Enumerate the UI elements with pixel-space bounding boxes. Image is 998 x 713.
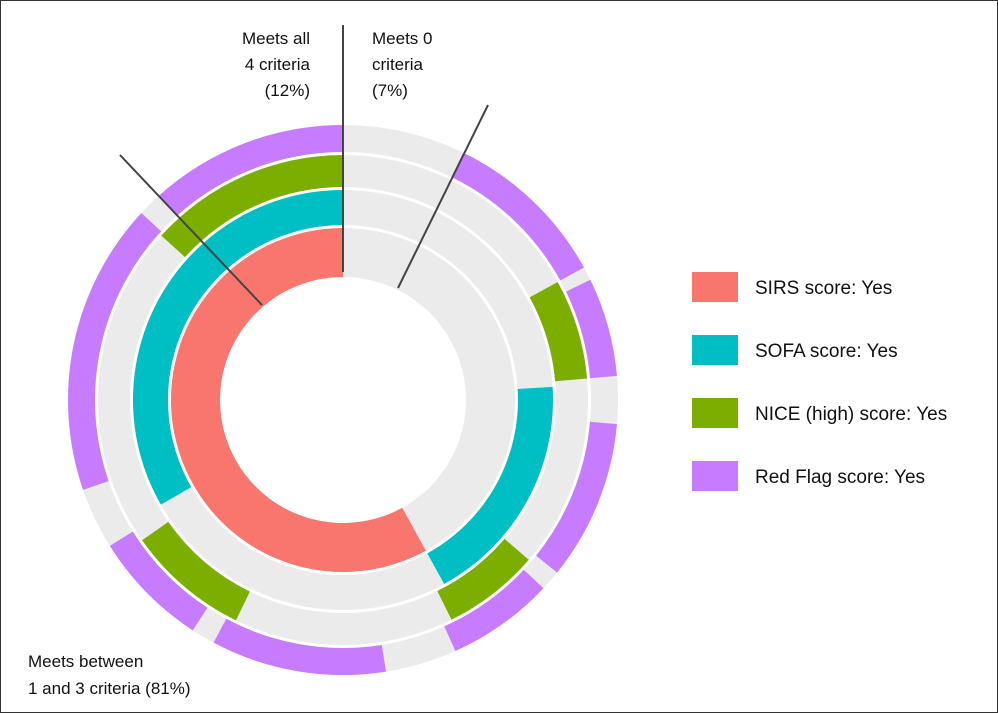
- ring-segment: [213, 618, 387, 675]
- ring-segment: [142, 521, 250, 621]
- ring-segment: [158, 125, 343, 217]
- ring-segment: [566, 279, 617, 379]
- legend-label: NICE (high) score: Yes: [755, 404, 947, 425]
- ring-segment: [529, 281, 588, 382]
- ring-segment: [444, 569, 544, 651]
- ring-segment: [427, 386, 553, 585]
- annotation: 4 criteria: [245, 55, 311, 74]
- annotation: Meets between: [28, 652, 143, 671]
- ring-segment: [170, 228, 426, 572]
- annotation-line: [119, 154, 263, 306]
- ring-segment: [132, 190, 343, 505]
- legend-label: Red Flag score: Yes: [755, 467, 925, 488]
- annotation: Meets 0: [372, 29, 432, 48]
- rings: [67, 125, 618, 675]
- legend-label: SOFA score: Yes: [755, 341, 898, 362]
- annotation: Meets all: [242, 29, 310, 48]
- ring-segment: [437, 538, 529, 620]
- ring-segment: [109, 531, 208, 631]
- legend: SIRS score: Yes SOFA score: Yes NICE (high…: [692, 272, 947, 491]
- ring-segment: [451, 152, 584, 281]
- legend-swatch: [692, 398, 738, 428]
- ring-segment: [161, 155, 343, 258]
- legend-swatch: [692, 272, 738, 302]
- annotation-line: [397, 104, 489, 289]
- annotation: (7%): [372, 81, 408, 100]
- legend-swatch: [692, 461, 738, 491]
- annotation: 1 and 3 criteria (81%): [28, 679, 191, 698]
- annotation: (12%): [265, 81, 310, 100]
- ring-segment: [536, 421, 617, 573]
- legend-label: SIRS score: Yes: [755, 278, 892, 299]
- annotation: criteria: [372, 55, 424, 74]
- ring-segment: [68, 213, 162, 490]
- legend-swatch: [692, 335, 738, 365]
